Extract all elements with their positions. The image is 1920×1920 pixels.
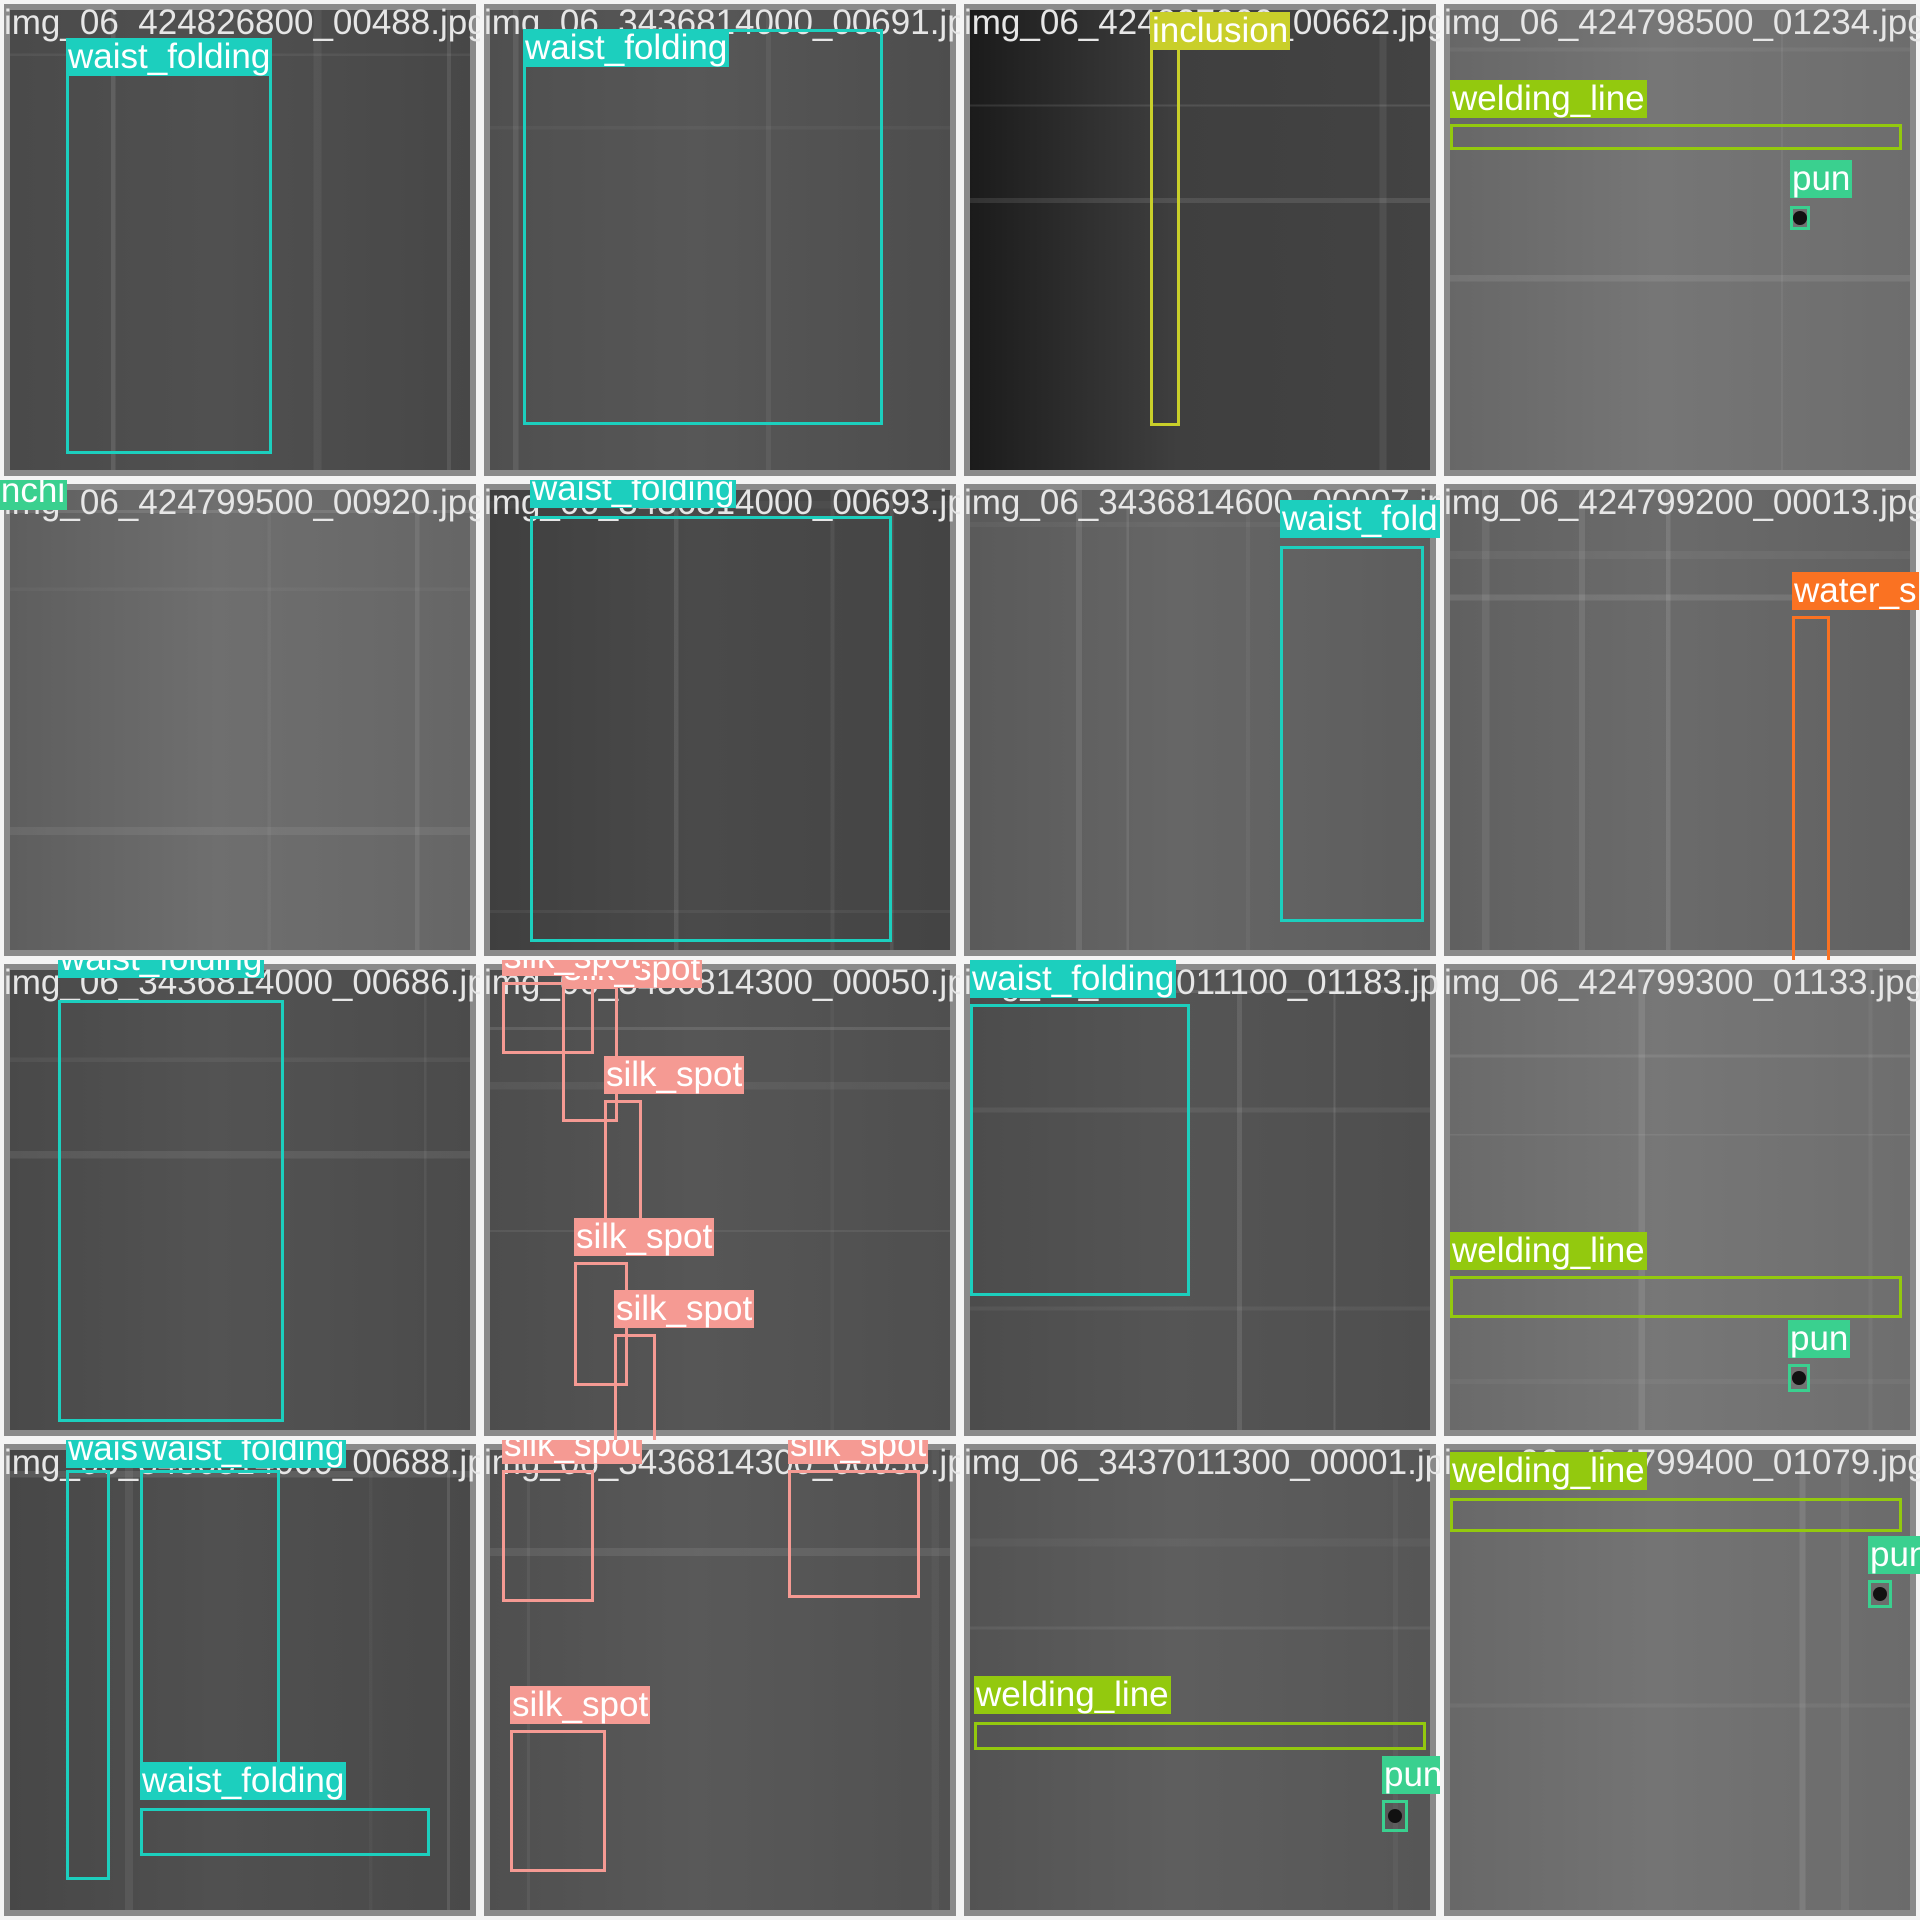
class-label: pun <box>1790 159 1853 198</box>
mosaic-tile: img_06_3436814300_00056.jpg silk_spot silk… <box>480 1440 960 1920</box>
punching-hole-dot <box>1792 1371 1806 1385</box>
bounding-box <box>510 1730 606 1872</box>
steel-surface-image <box>970 10 1430 470</box>
steel-surface-image <box>1450 490 1910 950</box>
steel-surface-image <box>970 970 1430 1430</box>
tile-filename: img_06_424798500_01234.jpg <box>1444 3 1920 42</box>
bounding-box <box>970 1004 1190 1296</box>
class-label: waist_folding <box>1280 500 1440 538</box>
bounding-box <box>1280 546 1424 922</box>
class-label: waist_folding <box>530 480 737 508</box>
bounding-box <box>788 1470 920 1598</box>
bounding-box <box>502 1470 594 1602</box>
class-label: silk_spot <box>502 1440 643 1464</box>
mosaic-tile: img_06_3437011100_01183.jpg waist_folding <box>960 960 1440 1440</box>
bounding-box <box>1792 616 1830 960</box>
bounding-box <box>1450 1276 1902 1318</box>
tile-filename: img_06_424826800_00488.jpg <box>4 3 480 42</box>
class-label: silk_spot <box>510 1685 651 1724</box>
bounding-box <box>66 1470 110 1880</box>
class-label: waist_folding <box>140 1440 347 1468</box>
steel-surface-image <box>490 1450 950 1910</box>
bounding-box <box>1382 1800 1408 1832</box>
steel-surface-image <box>490 970 950 1430</box>
class-label: welding_line <box>974 1675 1171 1714</box>
tile-filename: img_06_424799500_00920.jpg <box>4 483 480 522</box>
bounding-box <box>58 1000 284 1422</box>
bounding-box <box>1788 1364 1810 1392</box>
punching-hole-dot <box>1793 211 1807 225</box>
class-label: silk_spot <box>788 1440 929 1464</box>
mosaic-tile: img_06_3436814000_00688.jpgwaiswaist_fol… <box>0 1440 480 1920</box>
tile-filename: img_06_424799200_00013.jpg <box>1444 483 1920 522</box>
mosaic-tile: img_06_424799400_01079.jpg welding_line pu… <box>1440 1440 1920 1920</box>
class-label: inclusion <box>1150 11 1291 50</box>
class-label: welding_line <box>1450 79 1647 118</box>
bounding-box <box>1150 40 1180 426</box>
class-label: water_s <box>1792 571 1919 610</box>
bounding-box <box>1450 124 1902 150</box>
class-label: welding_line <box>1450 1451 1647 1490</box>
class-label: silk_spot <box>574 1217 715 1256</box>
class-label: waist_folding <box>523 28 730 67</box>
steel-surface-image <box>10 970 470 1430</box>
mosaic-tile: img_06_424799500_00920.jpgpunchi <box>0 480 480 960</box>
bounding-box <box>140 1470 280 1794</box>
bounding-box <box>530 516 892 942</box>
class-label: waist_folding <box>140 1761 347 1800</box>
mosaic-tile: img_06_424826800_00488.jpg waist_folding <box>0 0 480 480</box>
class-label: pun <box>1868 1536 1920 1574</box>
class-label: punchi <box>0 480 68 510</box>
punching-hole-dot <box>1388 1809 1402 1823</box>
class-label: silk_spot <box>502 960 643 976</box>
tile-filename: img_06_3437011300_00001.jpg <box>964 1443 1440 1482</box>
steel-surface-image <box>490 10 950 470</box>
class-label: waist_folding <box>66 37 273 76</box>
bounding-box <box>1790 206 1810 230</box>
bounding-box <box>614 1334 656 1440</box>
mosaic-tile: img_06_424799200_00013.jpg water_s <box>1440 480 1920 960</box>
class-label: punching_hole <box>1382 1756 1440 1794</box>
bounding-box <box>523 29 883 425</box>
class-label: wais <box>66 1440 141 1468</box>
bounding-box <box>140 1808 430 1856</box>
bounding-box <box>1868 1580 1892 1608</box>
class-label: waist_folding <box>970 960 1177 998</box>
bounding-box <box>1450 1498 1902 1532</box>
punching-hole-dot <box>1873 1587 1887 1601</box>
steel-surface-image <box>10 490 470 950</box>
mosaic-tile: img_06_3436814000_00691.jpg waist_folding <box>480 0 960 480</box>
tile-filename: img_06_424799300_01133.jpg <box>1444 963 1920 1002</box>
steel-surface-image <box>10 1450 470 1910</box>
mosaic-tile: img_06_424827000_00662.jpginclusion <box>960 0 1440 480</box>
mosaic-tile: img_06_3436814300_00050.jpg silk_spot silk… <box>480 960 960 1440</box>
bounding-box <box>974 1722 1426 1750</box>
steel-surface-image <box>970 490 1430 950</box>
steel-surface-image <box>490 490 950 950</box>
class-label: welding_line <box>1450 1231 1647 1270</box>
class-label: silk_spot <box>614 1289 755 1328</box>
steel-surface-image <box>1450 1450 1910 1910</box>
bounding-box <box>66 72 272 454</box>
class-label: waist_folding <box>58 960 265 978</box>
steel-surface-image <box>1450 970 1910 1430</box>
class-label: pun <box>1788 1319 1851 1358</box>
steel-surface-image <box>10 10 470 470</box>
bounding-box <box>502 982 594 1054</box>
class-label: silk_spot <box>604 1055 745 1094</box>
